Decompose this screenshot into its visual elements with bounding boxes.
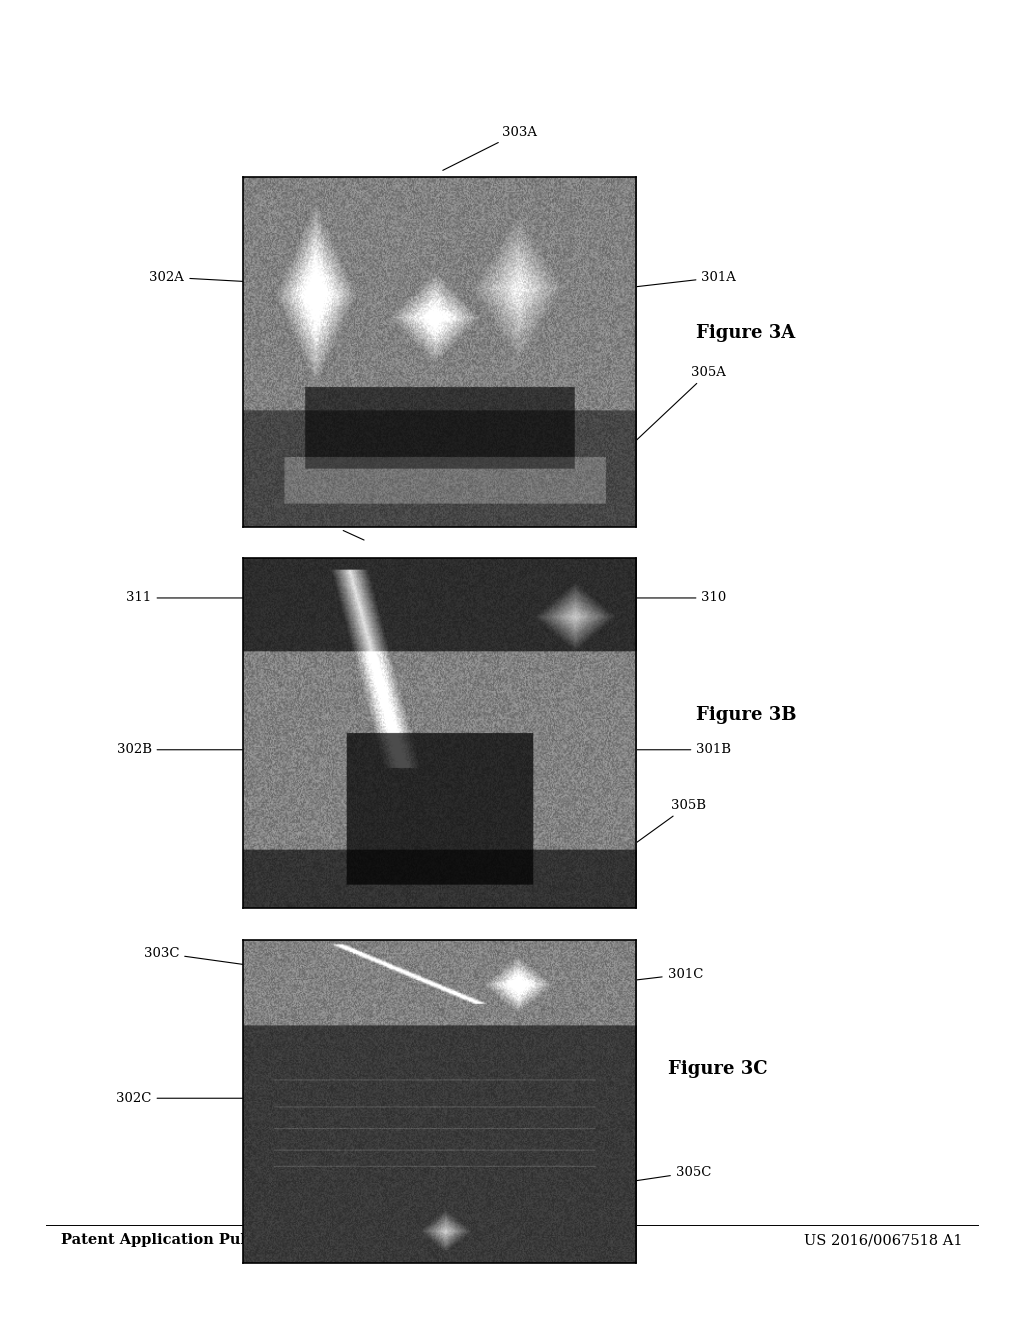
Text: 302C: 302C — [116, 1092, 261, 1105]
Text: 305C: 305C — [572, 1166, 712, 1191]
Text: 301C: 301C — [577, 968, 703, 987]
Text: 305B: 305B — [581, 799, 706, 883]
Text: 301A: 301A — [607, 271, 736, 290]
Text: 303A: 303A — [442, 125, 537, 170]
Text: 310: 310 — [607, 591, 727, 605]
Text: 303B: 303B — [303, 513, 365, 540]
Text: 302A: 302A — [150, 271, 284, 284]
Text: Figure 3A: Figure 3A — [696, 323, 796, 342]
Text: 305A: 305A — [570, 366, 726, 503]
Text: 302B: 302B — [117, 743, 258, 756]
Text: Patent Application Publication: Patent Application Publication — [61, 1233, 313, 1247]
Text: Mar. 10, 2016  Sheet 4 of 5: Mar. 10, 2016 Sheet 4 of 5 — [411, 1233, 613, 1247]
Text: 303C: 303C — [143, 946, 282, 970]
Text: Figure 3C: Figure 3C — [668, 1060, 767, 1078]
Text: US 2016/0067518 A1: US 2016/0067518 A1 — [804, 1233, 963, 1247]
Text: Figure 3B: Figure 3B — [696, 706, 797, 725]
Text: 311: 311 — [126, 591, 258, 605]
Text: 301B: 301B — [607, 743, 731, 756]
